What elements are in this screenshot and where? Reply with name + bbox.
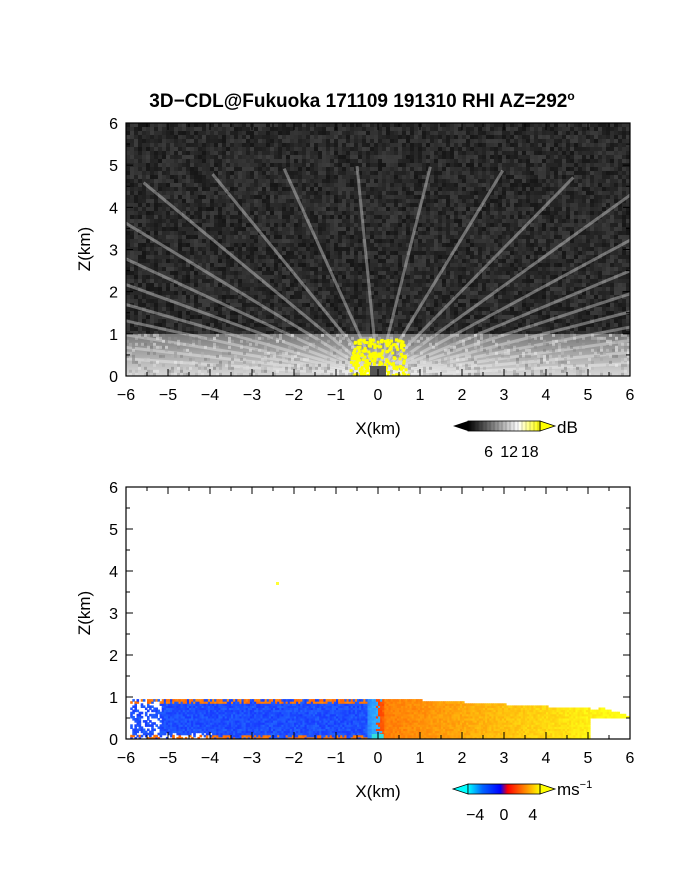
x-tick-label: 4 bbox=[542, 387, 551, 404]
x-tick-label: 1 bbox=[416, 750, 425, 767]
colorbar-tick-label: 4 bbox=[528, 807, 537, 824]
x-tick-label: −4 bbox=[201, 387, 219, 404]
velocity-x-axis-label: X(km) bbox=[355, 782, 400, 801]
velocity-background bbox=[126, 487, 630, 739]
x-tick-label: 1 bbox=[416, 387, 425, 404]
reflectivity-frame bbox=[125, 122, 631, 377]
reflectivity-noise bbox=[126, 123, 630, 376]
y-tick-label: 3 bbox=[109, 606, 118, 623]
x-tick-label: −2 bbox=[285, 750, 303, 767]
x-tick-label: 5 bbox=[584, 750, 593, 767]
reflectivity-colorbar-unit: dB bbox=[557, 418, 578, 437]
velocity-y-tick-labels: 0 1 2 3 4 5 6 bbox=[109, 480, 118, 749]
velocity-frame bbox=[125, 486, 631, 740]
velocity-isolated-pixel bbox=[276, 582, 279, 585]
x-tick-label: −3 bbox=[243, 750, 261, 767]
y-tick-label: 2 bbox=[109, 285, 118, 302]
y-tick-label: 6 bbox=[109, 116, 118, 133]
y-tick-label: 2 bbox=[109, 648, 118, 665]
x-tick-label: 0 bbox=[374, 750, 383, 767]
x-tick-label: 2 bbox=[458, 750, 467, 767]
reflectivity-y-tick-labels: 0 1 2 3 4 5 6 bbox=[109, 116, 118, 386]
reflectivity-x-tick-labels: −6 −5 −4 −3 −2 −1 0 1 2 3 4 5 6 bbox=[117, 387, 635, 404]
y-tick-label: 0 bbox=[109, 369, 118, 386]
reflectivity-x-axis-label: X(km) bbox=[355, 419, 400, 438]
velocity-y-axis-label: Z(km) bbox=[75, 591, 94, 635]
y-tick-label: 1 bbox=[109, 690, 118, 707]
x-tick-label: −4 bbox=[201, 750, 219, 767]
x-tick-label: 2 bbox=[458, 387, 467, 404]
x-tick-label: 3 bbox=[500, 750, 509, 767]
x-tick-label: 6 bbox=[626, 750, 635, 767]
x-tick-label: −6 bbox=[117, 387, 135, 404]
velocity-x-tick-labels: −6 −5 −4 −3 −2 −1 0 1 2 3 4 5 6 bbox=[117, 750, 635, 767]
y-tick-label: 4 bbox=[109, 564, 118, 581]
velocity-colorbar: ms−1 −4 0 4 bbox=[451, 779, 592, 824]
x-tick-label: −5 bbox=[159, 387, 177, 404]
x-tick-label: −3 bbox=[243, 387, 261, 404]
x-tick-label: −2 bbox=[285, 387, 303, 404]
colorbar-tick-label: 0 bbox=[500, 807, 509, 824]
y-tick-label: 0 bbox=[109, 732, 118, 749]
y-tick-label: 1 bbox=[109, 327, 118, 344]
x-tick-label: 6 bbox=[626, 387, 635, 404]
x-tick-label: −6 bbox=[117, 750, 135, 767]
reflectivity-colorbar: dB 6 12 18 bbox=[453, 418, 578, 461]
figure-title: 3D−CDL@Fukuoka 171109 191310 RHI AZ=292o bbox=[149, 89, 574, 112]
x-tick-label: −1 bbox=[327, 750, 345, 767]
colorbar-tick-label: 18 bbox=[521, 444, 539, 461]
x-tick-label: 5 bbox=[584, 387, 593, 404]
colorbar-tick-label: 6 bbox=[484, 444, 493, 461]
x-tick-label: 4 bbox=[542, 750, 551, 767]
velocity-colorbar-unit: ms−1 bbox=[557, 779, 592, 799]
x-tick-label: 3 bbox=[500, 387, 509, 404]
x-tick-label: 0 bbox=[374, 387, 383, 404]
colorbar-tick-label: −4 bbox=[466, 807, 484, 824]
x-tick-label: −5 bbox=[159, 750, 177, 767]
y-tick-label: 6 bbox=[109, 480, 118, 497]
y-tick-label: 4 bbox=[109, 200, 118, 217]
colorbar-tick-label: 12 bbox=[500, 444, 518, 461]
reflectivity-y-axis-label: Z(km) bbox=[75, 227, 94, 271]
y-tick-label: 5 bbox=[109, 522, 118, 539]
y-tick-label: 5 bbox=[109, 158, 118, 175]
velocity-field bbox=[130, 699, 630, 739]
y-tick-label: 3 bbox=[109, 243, 118, 260]
x-tick-label: −1 bbox=[327, 387, 345, 404]
